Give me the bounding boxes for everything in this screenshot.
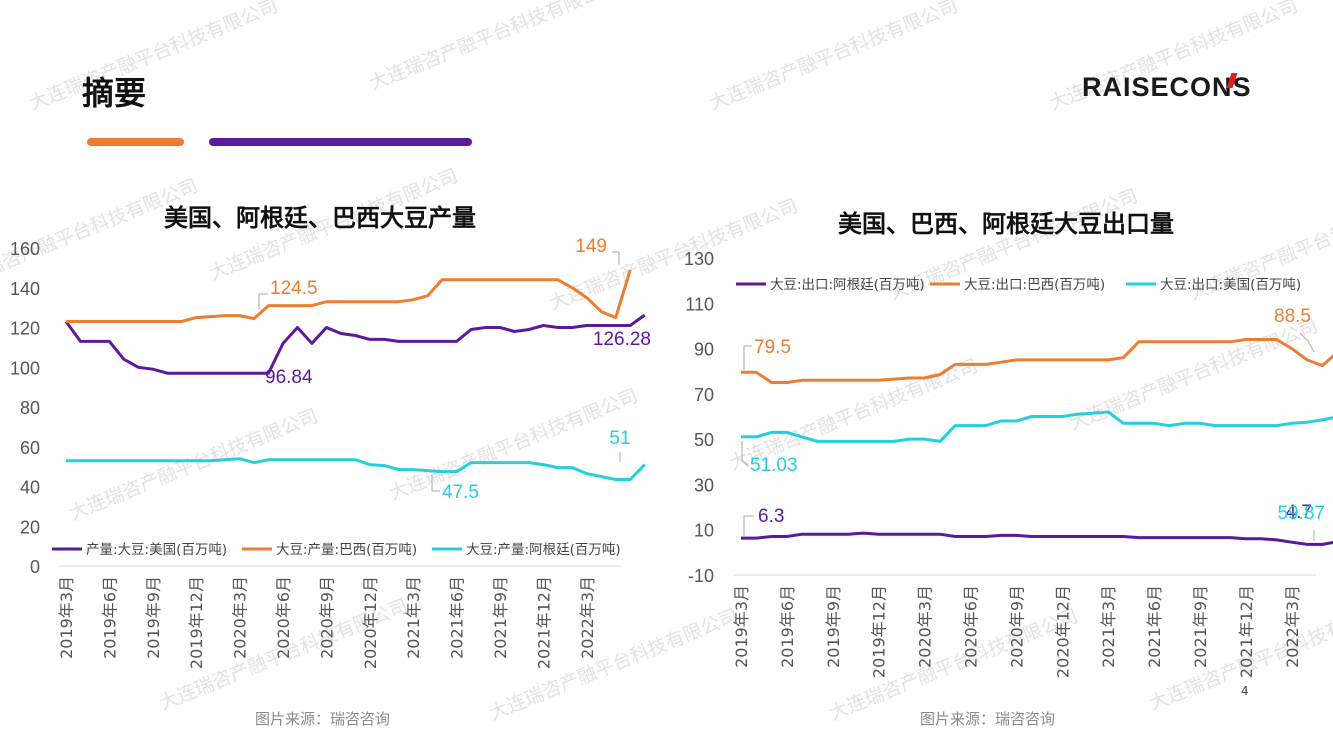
x-tick-label: 2021年3月 <box>404 576 423 659</box>
page-number: 4 <box>1241 684 1249 698</box>
series-line-1 <box>741 338 1333 384</box>
x-tick-label: 2021年6月 <box>448 576 467 659</box>
y-tick-label: 10 <box>694 521 714 541</box>
y-tick-label: 30 <box>694 475 714 495</box>
annotation-leader <box>743 345 752 370</box>
page-title: 摘要 <box>82 74 147 112</box>
accent-bar-purple <box>209 138 472 146</box>
x-tick-label: 2019年3月 <box>732 585 751 668</box>
x-tick-label: 2020年9月 <box>1007 585 1026 668</box>
brand-logo: RAISECONS <box>1082 72 1252 102</box>
chart-exports-source: 图片来源：瑞咨咨询 <box>920 710 1056 728</box>
series-line-0 <box>64 313 646 375</box>
y-tick-label: 80 <box>20 398 40 418</box>
x-tick-label: 2019年9月 <box>824 585 843 668</box>
x-tick-label: 2021年3月 <box>1099 585 1118 668</box>
y-tick-label: 70 <box>694 385 714 405</box>
x-tick-label: 2021年6月 <box>1145 585 1164 668</box>
data-label: 4.7 <box>1286 502 1312 523</box>
legend-label: 大豆:产量:巴西(百万吨) <box>276 542 417 558</box>
legend-label: 大豆:出口:阿根廷(百万吨) <box>770 277 925 293</box>
y-tick-label: 40 <box>20 478 40 498</box>
chart-production: 美国、阿根廷、巴西大豆产量 0 20 40 60 80 100 120 140 160 2019年3… <box>10 204 651 669</box>
y-tick-label: 90 <box>694 340 714 360</box>
x-tick-label: 2020年6月 <box>274 576 293 659</box>
x-tick-label: 2020年9月 <box>317 576 336 659</box>
x-tick-label: 2020年6月 <box>962 585 981 668</box>
x-tick-label: 2019年12月 <box>870 585 889 678</box>
data-label: 88.5 <box>1274 306 1311 327</box>
y-tick-label: 140 <box>10 279 40 299</box>
x-tick-label: 2019年9月 <box>144 576 163 659</box>
y-tick-label: 0 <box>30 557 40 577</box>
x-tick-label: 2021年12月 <box>1237 585 1256 678</box>
y-tick-label: 20 <box>20 517 40 537</box>
chart-production-source: 图片来源：瑞咨咨询 <box>255 710 391 728</box>
y-tick-label: 110 <box>685 294 714 314</box>
data-label: 96.84 <box>265 367 313 388</box>
x-tick-label: 2019年6月 <box>100 576 119 659</box>
data-label: 47.5 <box>442 482 479 503</box>
y-tick-label: 160 <box>10 239 40 259</box>
x-tick-label: 2019年6月 <box>778 585 797 668</box>
x-tick-label: 2021年9月 <box>491 576 510 659</box>
x-tick-label: 2019年12月 <box>187 576 206 669</box>
y-tick-label: 50 <box>694 430 714 450</box>
data-label: 79.5 <box>754 337 791 358</box>
x-tick-label: 2021年12月 <box>534 576 553 669</box>
legend-label: 产量:大豆:美国(百万吨) <box>86 542 227 558</box>
data-label: 6.3 <box>758 506 784 527</box>
x-tick-label: 2020年12月 <box>361 576 380 669</box>
series-line-0 <box>741 531 1333 546</box>
series-line-2 <box>66 457 646 481</box>
data-label: 59.87 <box>1277 503 1325 524</box>
x-tick-label: 2020年3月 <box>231 576 250 659</box>
series-line-1 <box>66 269 632 323</box>
annotation-leader <box>431 475 440 492</box>
annotation-leader <box>1299 332 1315 353</box>
legend-label: 大豆:出口:美国(百万吨) <box>1160 277 1301 293</box>
x-tick-label: 2022年3月 <box>578 576 597 659</box>
x-tick-label: 2020年12月 <box>1053 585 1072 678</box>
annotation-leader <box>258 293 268 310</box>
chart-exports: 美国、巴西、阿根廷大豆出口量 -10 10 30 50 70 90 110 130 2019年3月… <box>684 210 1333 678</box>
chart-title: 美国、阿根廷、巴西大豆产量 <box>164 204 476 232</box>
data-label: 51 <box>609 428 630 449</box>
x-tick-label: 2022年3月 <box>1283 585 1302 668</box>
annotation-leader <box>612 251 620 265</box>
y-tick-label: 120 <box>10 319 40 339</box>
y-tick-label: 130 <box>684 249 714 269</box>
data-label: 51.03 <box>750 455 798 476</box>
x-tick-label: 2021年9月 <box>1191 585 1210 668</box>
data-label: 126.28 <box>593 329 651 350</box>
data-label: 149 <box>575 236 607 257</box>
legend-label: 大豆:出口:巴西(百万吨) <box>964 277 1105 293</box>
y-tick-label: 60 <box>20 438 40 458</box>
annotation-leader <box>741 441 749 467</box>
data-label: 124.5 <box>270 278 318 299</box>
chart-title: 美国、巴西、阿根廷大豆出口量 <box>838 210 1174 238</box>
x-tick-label: 2019年3月 <box>57 576 76 659</box>
series-line-2 <box>740 410 1333 443</box>
y-tick-label: 100 <box>10 358 40 378</box>
accent-bar-orange <box>87 138 184 146</box>
x-tick-label: 2020年3月 <box>916 585 935 668</box>
y-tick-label: -10 <box>688 566 714 586</box>
annotation-leader <box>743 515 754 537</box>
legend-label: 大豆:产量:阿根廷(百万吨) <box>466 542 621 558</box>
